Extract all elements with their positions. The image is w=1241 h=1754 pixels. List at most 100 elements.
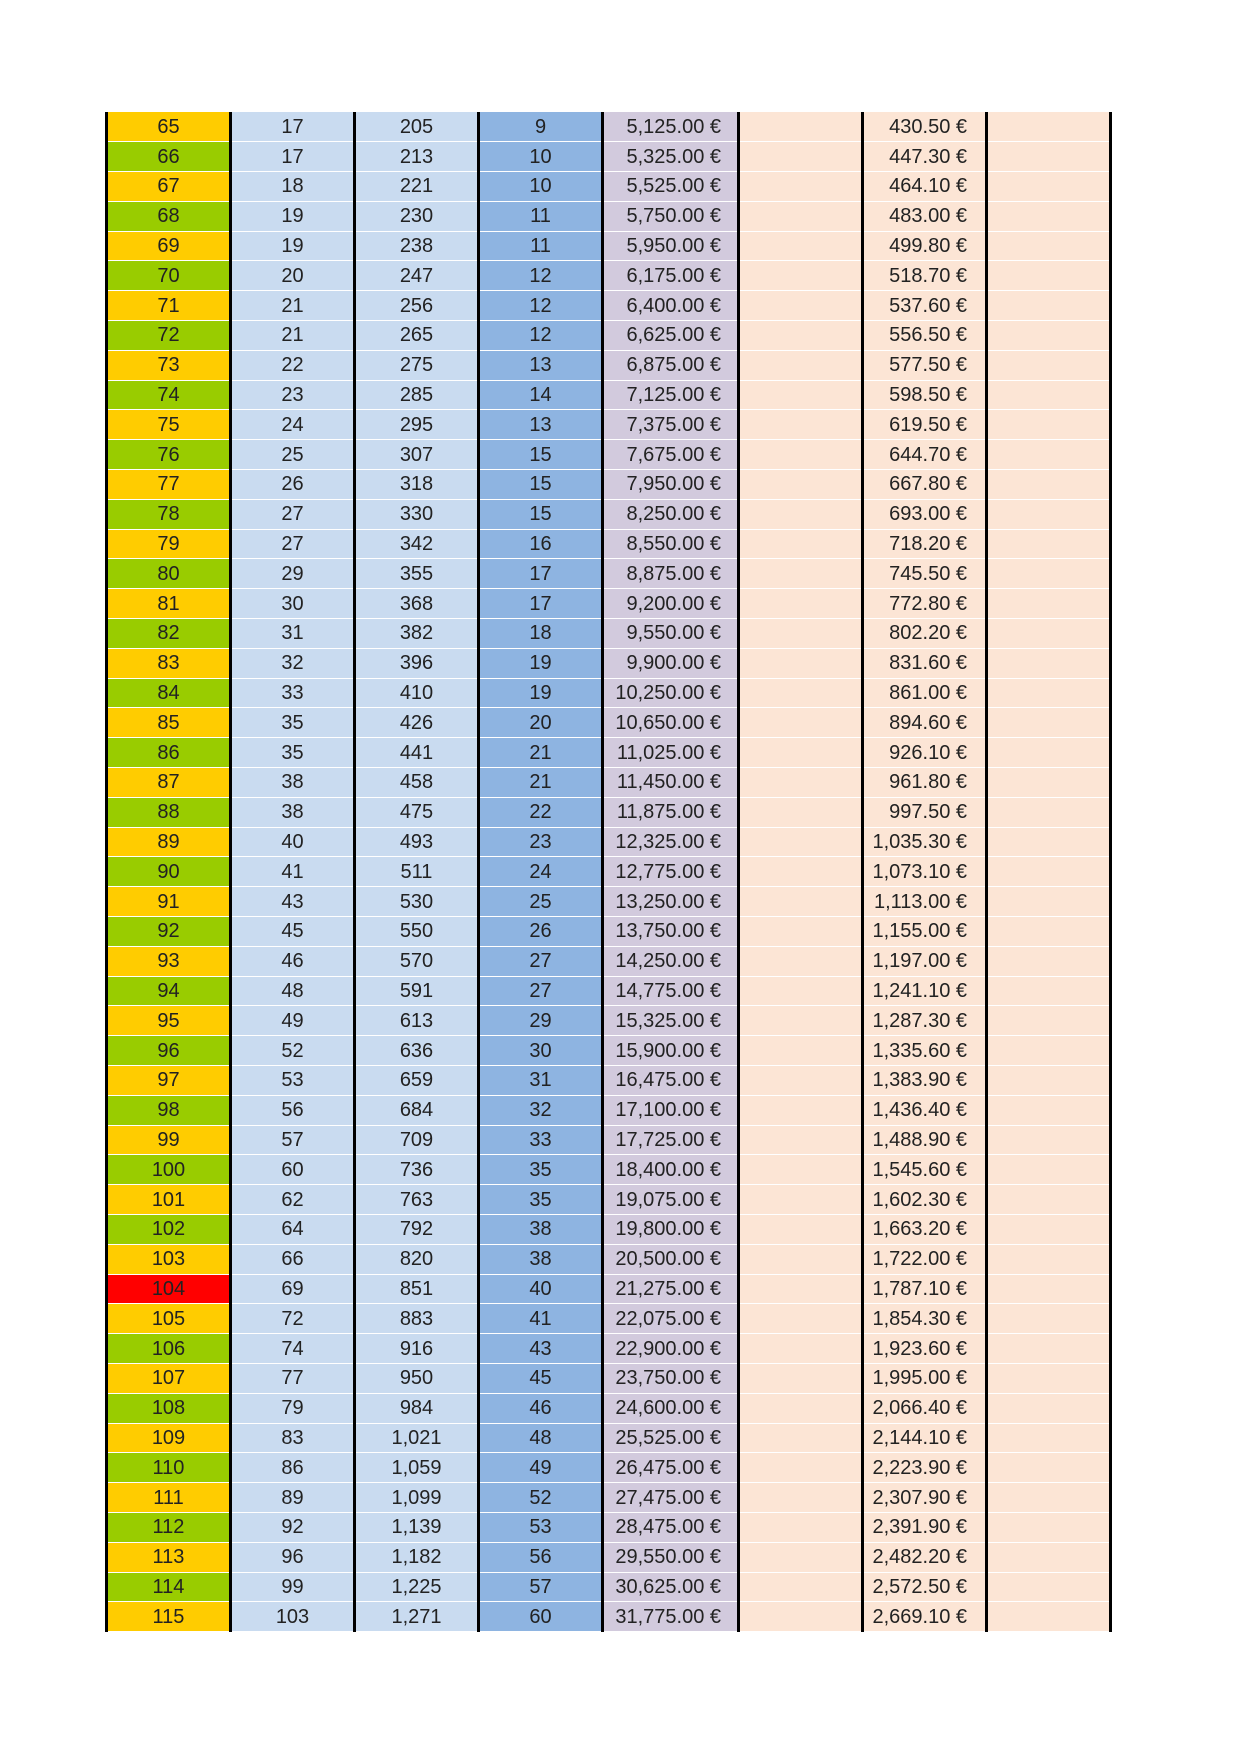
- amount-cell[interactable]: 30,625.00 €: [601, 1572, 739, 1603]
- empty-cell[interactable]: [737, 648, 863, 679]
- empty-cell[interactable]: [985, 1333, 1112, 1364]
- fee-cell[interactable]: 1,545.60 €: [861, 1154, 987, 1186]
- value-b-cell[interactable]: 355: [353, 558, 479, 590]
- value-c-cell[interactable]: 27: [477, 976, 603, 1007]
- value-a-cell[interactable]: 27: [229, 499, 355, 530]
- fee-cell[interactable]: 745.50 €: [861, 558, 987, 590]
- amount-cell[interactable]: 14,775.00 €: [601, 976, 739, 1007]
- empty-cell[interactable]: [985, 439, 1112, 471]
- fee-cell[interactable]: 430.50 €: [861, 112, 987, 143]
- value-a-cell[interactable]: 27: [229, 529, 355, 560]
- empty-cell[interactable]: [737, 380, 863, 411]
- empty-cell[interactable]: [737, 1423, 863, 1454]
- empty-cell[interactable]: [985, 290, 1112, 322]
- row-id-cell[interactable]: 103: [105, 1244, 231, 1275]
- row-id-cell[interactable]: 102: [105, 1214, 231, 1245]
- value-b-cell[interactable]: 426: [353, 707, 479, 739]
- empty-cell[interactable]: [737, 1244, 863, 1275]
- empty-cell[interactable]: [737, 558, 863, 590]
- empty-cell[interactable]: [985, 1184, 1112, 1215]
- empty-cell[interactable]: [985, 856, 1112, 888]
- amount-cell[interactable]: 5,950.00 €: [601, 231, 739, 262]
- value-a-cell[interactable]: 83: [229, 1423, 355, 1454]
- value-b-cell[interactable]: 368: [353, 588, 479, 620]
- value-c-cell[interactable]: 49: [477, 1452, 603, 1484]
- value-c-cell[interactable]: 53: [477, 1512, 603, 1543]
- fee-cell[interactable]: 619.50 €: [861, 409, 987, 441]
- empty-cell[interactable]: [737, 1393, 863, 1424]
- row-id-cell[interactable]: 96: [105, 1035, 231, 1066]
- empty-cell[interactable]: [985, 1125, 1112, 1156]
- value-c-cell[interactable]: 48: [477, 1423, 603, 1454]
- value-b-cell[interactable]: 265: [353, 320, 479, 351]
- amount-cell[interactable]: 25,525.00 €: [601, 1423, 739, 1454]
- empty-cell[interactable]: [737, 1095, 863, 1126]
- empty-cell[interactable]: [737, 737, 863, 769]
- fee-cell[interactable]: 2,066.40 €: [861, 1393, 987, 1424]
- amount-cell[interactable]: 6,875.00 €: [601, 350, 739, 381]
- amount-cell[interactable]: 20,500.00 €: [601, 1244, 739, 1275]
- fee-cell[interactable]: 1,602.30 €: [861, 1184, 987, 1215]
- value-b-cell[interactable]: 221: [353, 171, 479, 202]
- amount-cell[interactable]: 31,775.00 €: [601, 1601, 739, 1633]
- fee-cell[interactable]: 831.60 €: [861, 648, 987, 679]
- amount-cell[interactable]: 8,550.00 €: [601, 529, 739, 560]
- value-a-cell[interactable]: 48: [229, 976, 355, 1007]
- row-id-cell[interactable]: 85: [105, 707, 231, 739]
- value-c-cell[interactable]: 35: [477, 1184, 603, 1215]
- amount-cell[interactable]: 11,025.00 €: [601, 737, 739, 769]
- value-c-cell[interactable]: 31: [477, 1065, 603, 1096]
- value-b-cell[interactable]: 247: [353, 260, 479, 292]
- value-b-cell[interactable]: 238: [353, 231, 479, 262]
- value-c-cell[interactable]: 16: [477, 529, 603, 560]
- amount-cell[interactable]: 27,475.00 €: [601, 1482, 739, 1513]
- amount-cell[interactable]: 13,250.00 €: [601, 886, 739, 918]
- fee-cell[interactable]: 1,722.00 €: [861, 1244, 987, 1275]
- value-c-cell[interactable]: 57: [477, 1572, 603, 1603]
- value-c-cell[interactable]: 13: [477, 350, 603, 381]
- empty-cell[interactable]: [985, 558, 1112, 590]
- value-b-cell[interactable]: 285: [353, 380, 479, 411]
- empty-cell[interactable]: [737, 1303, 863, 1335]
- value-b-cell[interactable]: 441: [353, 737, 479, 769]
- empty-cell[interactable]: [985, 141, 1112, 173]
- amount-cell[interactable]: 15,900.00 €: [601, 1035, 739, 1066]
- row-id-cell[interactable]: 97: [105, 1065, 231, 1096]
- empty-cell[interactable]: [737, 1572, 863, 1603]
- value-b-cell[interactable]: 493: [353, 827, 479, 858]
- empty-cell[interactable]: [737, 171, 863, 202]
- value-a-cell[interactable]: 57: [229, 1125, 355, 1156]
- value-c-cell[interactable]: 10: [477, 171, 603, 202]
- amount-cell[interactable]: 24,600.00 €: [601, 1393, 739, 1424]
- value-a-cell[interactable]: 64: [229, 1214, 355, 1245]
- amount-cell[interactable]: 12,325.00 €: [601, 827, 739, 858]
- value-b-cell[interactable]: 736: [353, 1154, 479, 1186]
- empty-cell[interactable]: [985, 499, 1112, 530]
- empty-cell[interactable]: [737, 1333, 863, 1364]
- amount-cell[interactable]: 11,450.00 €: [601, 767, 739, 798]
- value-a-cell[interactable]: 25: [229, 439, 355, 471]
- empty-cell[interactable]: [737, 1274, 863, 1305]
- row-id-cell[interactable]: 73: [105, 350, 231, 381]
- amount-cell[interactable]: 10,250.00 €: [601, 678, 739, 709]
- empty-cell[interactable]: [985, 201, 1112, 232]
- amount-cell[interactable]: 6,400.00 €: [601, 290, 739, 322]
- value-a-cell[interactable]: 38: [229, 767, 355, 798]
- empty-cell[interactable]: [737, 976, 863, 1007]
- empty-cell[interactable]: [985, 588, 1112, 620]
- amount-cell[interactable]: 26,475.00 €: [601, 1452, 739, 1484]
- row-id-cell[interactable]: 104: [105, 1274, 231, 1305]
- value-c-cell[interactable]: 56: [477, 1542, 603, 1573]
- fee-cell[interactable]: 577.50 €: [861, 350, 987, 381]
- row-id-cell[interactable]: 92: [105, 916, 231, 947]
- value-a-cell[interactable]: 56: [229, 1095, 355, 1126]
- row-id-cell[interactable]: 115: [105, 1601, 231, 1633]
- amount-cell[interactable]: 28,475.00 €: [601, 1512, 739, 1543]
- row-id-cell[interactable]: 100: [105, 1154, 231, 1186]
- value-b-cell[interactable]: 307: [353, 439, 479, 471]
- value-a-cell[interactable]: 49: [229, 1005, 355, 1037]
- empty-cell[interactable]: [737, 409, 863, 441]
- empty-cell[interactable]: [737, 797, 863, 828]
- row-id-cell[interactable]: 83: [105, 648, 231, 679]
- empty-cell[interactable]: [985, 1393, 1112, 1424]
